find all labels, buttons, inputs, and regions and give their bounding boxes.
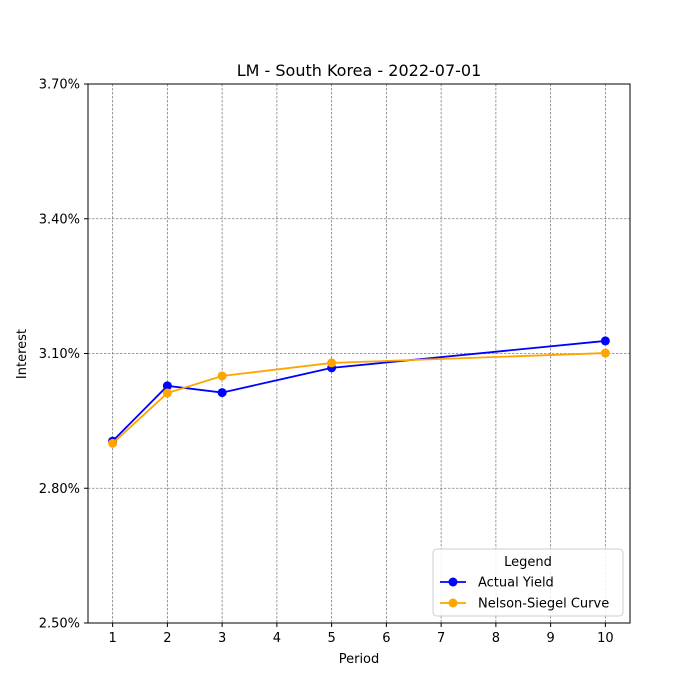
x-tick-label: 3 xyxy=(218,631,226,646)
legend-entry: Actual Yield xyxy=(440,576,554,591)
y-tick-label: 3.40% xyxy=(39,212,80,227)
y-tick-label: 2.50% xyxy=(39,617,80,632)
axes: 1 2 3 4 5 6 7 8 9 10 2.50% 2.80% 3.10% 3.40% 3.70% xyxy=(39,78,614,647)
x-tick-label: 9 xyxy=(546,631,554,646)
data-point xyxy=(600,348,610,358)
legend-entries: Actual Yield Nelson-Siegel Curve xyxy=(440,576,609,612)
y-tick-label: 3.10% xyxy=(39,347,80,362)
x-tick-label: 8 xyxy=(492,631,500,646)
legend-label: Actual Yield xyxy=(478,576,554,591)
y-tick-label: 3.70% xyxy=(39,78,80,93)
legend-marker xyxy=(448,598,458,608)
legend-box xyxy=(432,548,624,617)
data-point xyxy=(600,336,610,346)
legend-entry: Nelson-Siegel Curve xyxy=(440,597,609,612)
chart-title: LM - South Korea - 2022-07-01 xyxy=(237,61,482,80)
data-point xyxy=(108,438,118,448)
legend-marker xyxy=(448,577,458,587)
legend-label: Nelson-Siegel Curve xyxy=(478,597,609,612)
x-tick-label: 2 xyxy=(163,631,171,646)
x-tick-label: 4 xyxy=(273,631,281,646)
x-tick-label: 6 xyxy=(382,631,390,646)
data-point xyxy=(217,371,227,381)
data-point xyxy=(327,358,337,368)
x-tick-label: 1 xyxy=(108,631,116,646)
legend-title: Legend xyxy=(504,555,552,570)
legend: Legend Actual Yield Nelson-Siegel Curve xyxy=(432,548,624,617)
x-tick-label: 7 xyxy=(437,631,445,646)
x-tick-label: 5 xyxy=(327,631,335,646)
data-point xyxy=(217,388,227,398)
y-tick-label: 2.80% xyxy=(39,482,80,497)
y-axis-label: Interest xyxy=(15,329,30,379)
x-tick-label: 10 xyxy=(597,631,614,646)
data-point xyxy=(162,388,172,398)
x-axis-label: Period xyxy=(339,652,380,667)
data-point xyxy=(162,381,172,391)
series-nelson-siegel-curve xyxy=(108,348,610,448)
series-layer xyxy=(108,336,610,448)
